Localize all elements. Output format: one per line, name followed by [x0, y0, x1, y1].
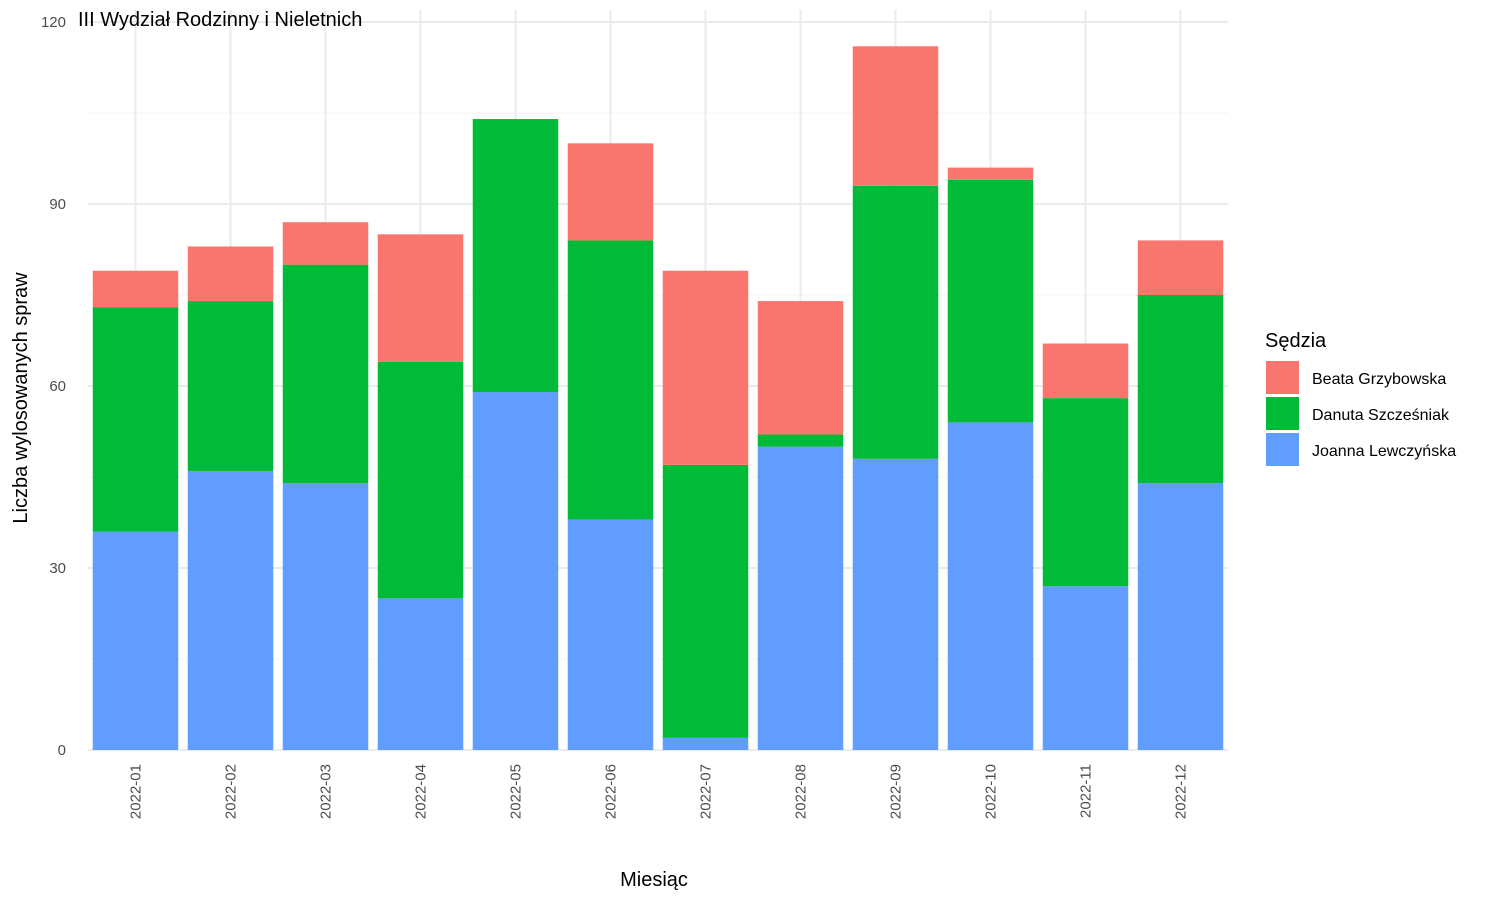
bar-segment: [92, 307, 179, 532]
bar-segment: [282, 483, 369, 750]
bar-segment: [472, 392, 559, 750]
bar-segment: [377, 361, 464, 599]
y-tick-label: 90: [49, 196, 66, 213]
x-tick-labels: 2022-01 2022-02 2022-03 2022-04 2022-05 2022-…: [128, 764, 1190, 819]
legend-label: Beata Grzybowska: [1312, 371, 1446, 388]
bar-segment: [852, 46, 939, 186]
bar-segment: [662, 737, 749, 750]
legend-items: Beata Grzybowska Danuta Szcześniak Joanna …: [1266, 361, 1456, 466]
bar-segment: [1042, 343, 1129, 399]
legend-label: Joanna Lewczyńska: [1312, 443, 1456, 460]
bar-segment: [1042, 586, 1129, 750]
bar-segment: [1042, 398, 1129, 587]
bar-segment: [1137, 240, 1224, 295]
bar-segment: [377, 234, 464, 362]
bar-segment: [187, 470, 274, 750]
y-tick-labels: 0 30 60 90 120: [41, 14, 66, 759]
x-tick-label: 2022-06: [603, 764, 620, 819]
bar-segment: [1137, 295, 1224, 484]
legend-title: Sędzia: [1265, 330, 1327, 352]
x-tick-label: 2022-09: [888, 764, 905, 819]
bar-segment: [377, 598, 464, 750]
bar-segment: [187, 246, 274, 302]
legend-swatch: [1266, 361, 1299, 394]
bars-layer: [92, 46, 1224, 750]
bar-segment: [757, 301, 844, 435]
legend: Sędzia Beata Grzybowska Danuta Szcześniak…: [1265, 330, 1456, 466]
x-tick-label: 2022-07: [698, 764, 715, 819]
x-tick-label: 2022-01: [128, 764, 145, 819]
x-tick-label: 2022-03: [318, 764, 335, 819]
y-axis-title: Liczba wylosowanych spraw: [10, 272, 32, 524]
chart-title: III Wydział Rodzinny i Nieletnich: [78, 9, 362, 31]
x-tick-label: 2022-08: [793, 764, 810, 819]
bar-segment: [852, 458, 939, 750]
bar-segment: [662, 464, 749, 738]
bar-segment: [757, 446, 844, 750]
x-axis-title: Miesiąc: [620, 869, 688, 891]
y-tick-label: 0: [58, 742, 66, 759]
y-tick-label: 120: [41, 14, 66, 31]
bar-segment: [757, 434, 844, 447]
bar-segment: [92, 270, 179, 308]
x-tick-label: 2022-05: [508, 764, 525, 819]
x-tick-label: 2022-04: [413, 764, 430, 819]
bar-segment: [567, 240, 654, 520]
x-tick-label: 2022-11: [1078, 764, 1095, 818]
x-tick-label: 2022-10: [983, 764, 1000, 819]
bar-segment: [947, 179, 1034, 423]
bar-segment: [282, 264, 369, 484]
bar-segment: [567, 143, 654, 241]
bar-segment: [1137, 483, 1224, 750]
bar-segment: [472, 119, 559, 393]
y-tick-label: 30: [49, 560, 66, 577]
x-tick-label: 2022-12: [1173, 764, 1190, 819]
bar-segment: [187, 301, 274, 471]
legend-swatch: [1266, 397, 1299, 430]
legend-label: Danuta Szcześniak: [1312, 407, 1450, 424]
bar-segment: [852, 185, 939, 459]
bar-segment: [662, 270, 749, 465]
bar-segment: [947, 167, 1034, 180]
y-tick-label: 60: [49, 378, 66, 395]
bar-segment: [567, 519, 654, 750]
bar-segment: [282, 222, 369, 265]
x-tick-label: 2022-02: [223, 764, 240, 819]
bar-segment: [92, 531, 179, 750]
legend-swatch: [1266, 433, 1299, 466]
bar-segment: [947, 422, 1034, 750]
